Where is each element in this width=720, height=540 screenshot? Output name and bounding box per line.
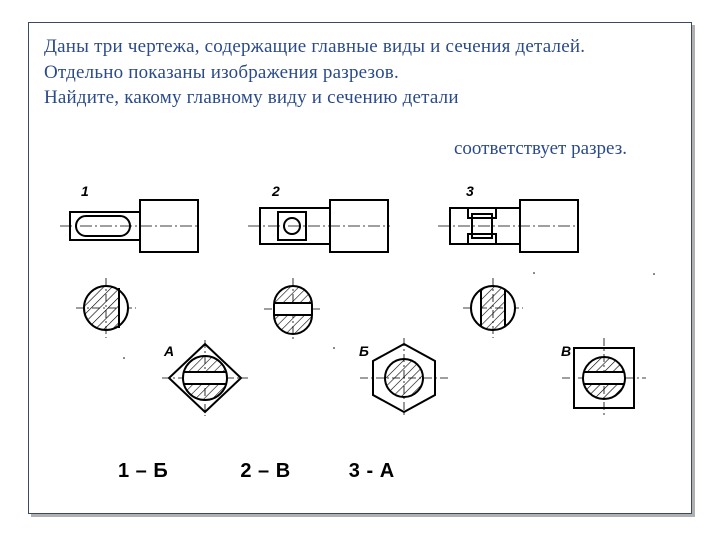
answer-1: 1 – Б <box>118 460 168 483</box>
answer-2: 2 – В <box>240 460 290 483</box>
answer-3: 3 - А <box>349 460 395 483</box>
label-V: В <box>561 343 571 359</box>
label-2: 2 <box>271 183 280 199</box>
text-line2: Отдельно показаны изображения разрезов. <box>44 62 399 83</box>
label-B: Б <box>359 343 369 359</box>
text-line3: Найдите, какому главному виду и сечению … <box>44 87 459 108</box>
label-3: 3 <box>466 183 474 199</box>
text-line4: соответствует разрез. <box>454 138 627 160</box>
text-line1: Даны три чертежа, содержащие главные вид… <box>44 36 585 57</box>
label-A: А <box>163 343 174 359</box>
label-1: 1 <box>81 183 89 199</box>
answers-row: 1 – Б 2 – В 3 - А <box>118 460 395 483</box>
engineering-diagram: 1 2 3 <box>34 178 698 438</box>
